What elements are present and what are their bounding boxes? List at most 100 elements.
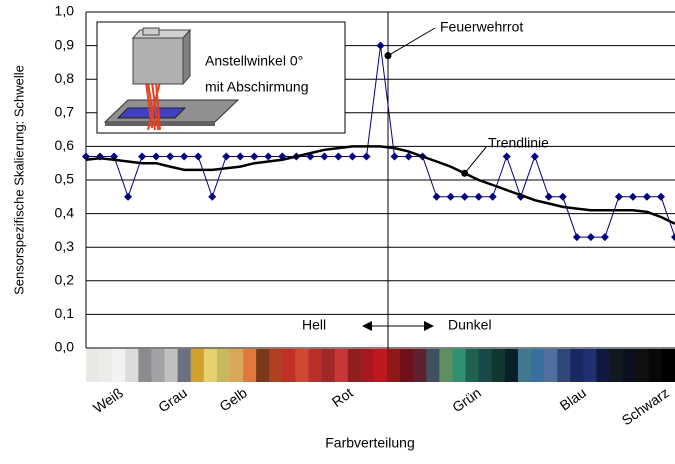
color-swatch	[544, 349, 558, 382]
y-tick-label: 0,3	[55, 238, 75, 254]
color-swatch	[243, 349, 257, 382]
color-swatch	[125, 349, 139, 382]
y-tick-label: 0,2	[55, 272, 75, 288]
y-tick-label: 1,0	[55, 3, 75, 19]
color-swatch	[230, 349, 244, 382]
color-swatch	[112, 349, 126, 382]
annotation-pointer	[388, 28, 435, 56]
data-point	[236, 152, 244, 160]
data-point	[208, 193, 216, 201]
color-swatch	[557, 349, 571, 382]
data-point	[362, 152, 370, 160]
color-swatch	[596, 349, 610, 382]
dunkel-label: Dunkel	[448, 317, 492, 333]
inset-text: Anstellwinkel 0°	[205, 53, 303, 69]
color-swatch	[387, 349, 401, 382]
color-swatch	[505, 349, 519, 382]
x-group-label: Grün	[449, 384, 484, 415]
color-swatch	[583, 349, 597, 382]
y-tick-label: 0,4	[55, 204, 75, 220]
data-point	[643, 193, 651, 201]
color-swatch	[361, 349, 375, 382]
data-point	[124, 193, 132, 201]
y-tick-label: 0,0	[55, 339, 75, 355]
trend-line	[86, 146, 675, 223]
color-swatch	[204, 349, 218, 382]
data-point	[601, 233, 609, 241]
x-group-label: Schwarz	[619, 384, 672, 428]
x-group-label: Rot	[329, 384, 356, 410]
data-point	[264, 152, 272, 160]
color-swatch	[335, 349, 349, 382]
data-point	[573, 233, 581, 241]
color-swatch	[322, 349, 336, 382]
data-point	[489, 193, 497, 201]
data-point	[250, 152, 258, 160]
x-group-label: Grau	[155, 384, 190, 415]
data-point	[657, 193, 665, 201]
data-point	[671, 233, 675, 241]
x-group-label: Weiß	[90, 384, 126, 416]
color-swatch	[99, 349, 113, 382]
data-point	[503, 152, 511, 160]
data-point	[461, 193, 469, 201]
color-swatch	[466, 349, 480, 382]
y-tick-label: 0,8	[55, 70, 75, 86]
color-swatch	[610, 349, 624, 382]
y-tick-label: 0,1	[55, 305, 75, 321]
color-swatch	[151, 349, 165, 382]
y-tick-label: 0,5	[55, 171, 75, 187]
y-axis-title: Sensorspezifische Skalierung: Schwelle	[11, 65, 26, 295]
color-swatch	[570, 349, 584, 382]
data-point	[348, 152, 356, 160]
color-swatch	[295, 349, 309, 382]
data-point	[320, 152, 328, 160]
hell-label: Hell	[302, 317, 326, 333]
data-point	[447, 193, 455, 201]
color-swatch	[426, 349, 440, 382]
data-point	[166, 152, 174, 160]
data-point	[531, 152, 539, 160]
color-swatch	[309, 349, 323, 382]
color-swatch	[269, 349, 283, 382]
data-point	[377, 42, 385, 50]
chart: Sensorspezifische Skalierung: Schwelle F…	[0, 0, 675, 459]
annotation: Trendlinie	[488, 135, 549, 151]
color-swatch	[439, 349, 453, 382]
color-swatch	[636, 349, 650, 382]
inset: Anstellwinkel 0° mit Abschirmung	[97, 22, 345, 133]
color-swatch	[282, 349, 296, 382]
x-group-label: Blau	[557, 384, 589, 413]
data-point	[194, 152, 202, 160]
x-axis-title: Farbverteilung	[325, 435, 415, 451]
color-swatch	[348, 349, 362, 382]
color-swatch	[400, 349, 414, 382]
data-point	[334, 152, 342, 160]
data-point	[615, 193, 623, 201]
y-tick-label: 0,6	[55, 137, 75, 153]
inset-text: mit Abschirmung	[205, 79, 308, 95]
data-point	[391, 152, 399, 160]
x-group-label: Gelb	[216, 384, 250, 414]
color-swatch	[413, 349, 427, 382]
direction-arrow	[362, 321, 434, 331]
color-swatch	[479, 349, 493, 382]
color-swatch	[256, 349, 270, 382]
data-point	[138, 152, 146, 160]
color-swatch	[86, 349, 100, 382]
data-point	[559, 193, 567, 201]
color-swatch	[191, 349, 205, 382]
y-tick-label: 0,9	[55, 36, 75, 52]
annotation: Feuerwehrrot	[440, 19, 523, 35]
annotation-pointer	[465, 146, 487, 173]
color-swatch	[518, 349, 532, 382]
data-point	[629, 193, 637, 201]
color-swatch	[178, 349, 192, 382]
data-point	[152, 152, 160, 160]
color-swatch	[649, 349, 663, 382]
color-swatch	[217, 349, 231, 382]
color-swatch	[623, 349, 637, 382]
color-swatch	[165, 349, 179, 382]
y-tick-label: 0,7	[55, 104, 75, 120]
color-swatch	[492, 349, 506, 382]
